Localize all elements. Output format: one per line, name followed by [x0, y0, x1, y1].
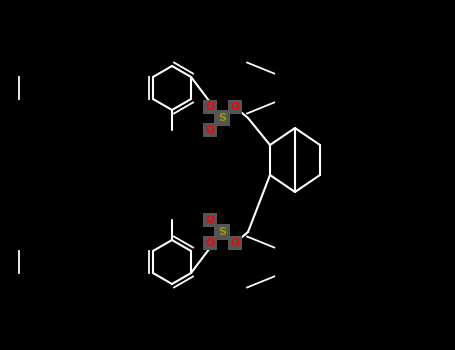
- Text: O: O: [206, 125, 214, 135]
- Text: O: O: [231, 238, 239, 248]
- Bar: [203, 213, 217, 227]
- Bar: [214, 224, 230, 240]
- Text: O: O: [206, 238, 214, 248]
- Text: S: S: [218, 227, 226, 237]
- Bar: [203, 236, 217, 250]
- Text: S: S: [218, 113, 226, 123]
- Text: O: O: [206, 215, 214, 225]
- Bar: [203, 123, 217, 137]
- Text: O: O: [206, 102, 214, 112]
- Text: O: O: [231, 102, 239, 112]
- Bar: [203, 100, 217, 114]
- Bar: [228, 100, 242, 114]
- Bar: [228, 236, 242, 250]
- Bar: [214, 110, 230, 126]
